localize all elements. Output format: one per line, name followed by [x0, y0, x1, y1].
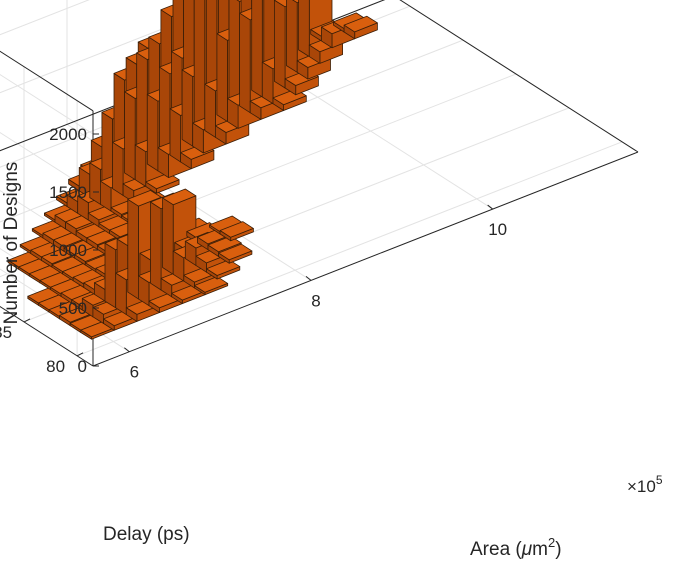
bar-side-face: [251, 0, 263, 98]
axes-box-edge: [92, 151, 639, 367]
x-axis-exponent-power: 5: [656, 473, 663, 487]
axes-box-edge: [0, 305, 94, 367]
x-axis-label-superscript: 2: [548, 535, 555, 550]
bar-side-face: [146, 94, 159, 172]
z-tick-label: 500: [59, 299, 87, 318]
x-tick: [305, 276, 312, 281]
bar: [193, 276, 229, 296]
y-tick-label: 85: [0, 323, 12, 342]
x-axis-label-prefix: Area (: [470, 539, 522, 560]
z-gridline: [0, 0, 94, 251]
z-tick-label: 0: [78, 357, 87, 376]
x-axis-label: Area (μm2): [470, 535, 562, 560]
y-tick-label: 80: [46, 357, 65, 376]
axes-box-edge: [399, 0, 639, 153]
bar-side-face: [216, 33, 228, 122]
bar-side-face: [124, 91, 136, 181]
z-gridline: [0, 131, 94, 193]
bar-top-face: [162, 188, 197, 206]
bar: [218, 243, 253, 264]
y-axis-label: Delay (ps): [103, 524, 190, 545]
bar-side-face: [127, 198, 139, 300]
ticks-layer: 0500100015002000808590951006810: [0, 125, 507, 382]
bar-side-face: [298, 0, 310, 57]
bar-side-face: [193, 0, 206, 131]
z-gridline: [0, 73, 94, 135]
bar-side-face: [112, 141, 124, 196]
bar-top-face: [218, 243, 253, 261]
bar-top-face: [219, 221, 254, 238]
bar-side-face: [162, 197, 174, 275]
bar: [206, 259, 241, 280]
bar-top-face: [127, 189, 162, 207]
bar-side-face: [181, 69, 194, 147]
y-tick: [23, 318, 31, 323]
y-gridline: [0, 73, 517, 278]
x-tick-label: 8: [311, 291, 320, 310]
y-tick: [76, 352, 84, 357]
z-tick-label: 2000: [49, 125, 87, 144]
x-tick-label: 10: [488, 220, 507, 239]
z-axis-label: Number of Designs: [1, 162, 22, 325]
bar-side-face: [286, 0, 298, 73]
bars-layer: [7, 0, 378, 340]
bar-top-face: [343, 15, 378, 33]
z-tick-label: 1000: [49, 241, 87, 260]
bar-side-face: [228, 0, 241, 107]
x-tick: [124, 347, 130, 353]
bar-side-face: [104, 242, 117, 309]
bar-side-face: [158, 66, 171, 156]
x-axis-exponent-base: ×10: [627, 477, 656, 496]
bar: [343, 15, 378, 40]
bar-side-face: [89, 162, 101, 205]
bar-side-face: [169, 108, 182, 163]
x-axis-label-suffix: ): [555, 539, 561, 560]
bar: [125, 298, 161, 322]
x-tick: [487, 204, 493, 210]
bar-side-face: [261, 61, 274, 105]
bar-side-face: [150, 201, 162, 291]
x-axis-label-unit: m: [532, 539, 548, 560]
axes-box-edge: [0, 50, 94, 112]
bar-side-face: [204, 83, 216, 138]
bar-side-face: [239, 12, 251, 114]
x-axis-label-mu: μ: [521, 539, 533, 560]
bar-side-face: [273, 0, 286, 89]
x-tick-label: 6: [130, 363, 139, 382]
z-tick-label: 1500: [49, 183, 87, 202]
bar: [219, 221, 254, 242]
x-axis-exponent: ×105: [627, 473, 663, 496]
